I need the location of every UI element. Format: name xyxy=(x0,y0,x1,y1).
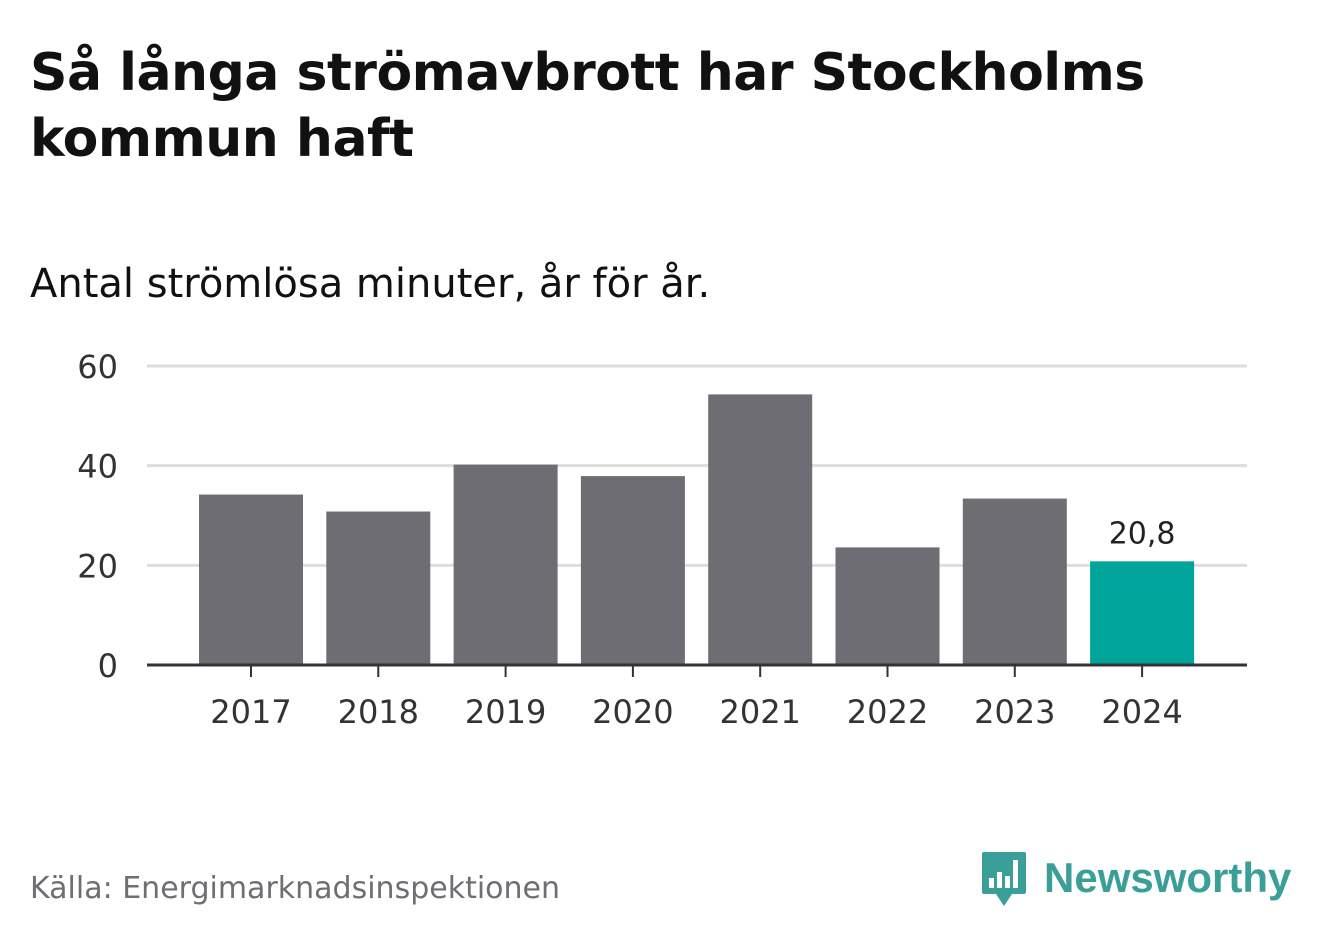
chart-subtitle: Antal strömlösa minuter, år för år. xyxy=(30,261,711,307)
x-tick-label-2022: 2022 xyxy=(847,693,928,731)
bar-2018 xyxy=(326,511,431,665)
x-tick-label-2024: 2024 xyxy=(1101,693,1182,731)
data-label-2024: 20,8 xyxy=(1109,516,1176,551)
bar-2024 xyxy=(1090,561,1195,665)
y-tick-label-60: 60 xyxy=(77,348,118,386)
y-tick-label-0: 0 xyxy=(98,647,118,685)
y-tick-label-40: 40 xyxy=(77,448,118,486)
brand-logo: Newsworthy xyxy=(980,848,1291,908)
x-tick-label-2017: 2017 xyxy=(210,693,291,731)
y-tick-label-20: 20 xyxy=(77,547,118,585)
bar-chart: 0 20 40 60 2017 2018 2019 2020 2021 2022 2023 2024 2… xyxy=(77,348,1247,731)
brand-name: Newsworthy xyxy=(1044,854,1292,901)
x-tick-label-2019: 2019 xyxy=(465,693,546,731)
x-tick-label-2023: 2023 xyxy=(974,693,1055,731)
x-tick-label-2020: 2020 xyxy=(592,693,673,731)
bar-2023 xyxy=(962,498,1067,665)
newsworthy-logo-icon xyxy=(982,852,1026,906)
bar-2017 xyxy=(199,494,303,665)
x-tick-label-2021: 2021 xyxy=(719,693,800,731)
bar-2020 xyxy=(580,476,685,665)
chart-title: Så långa strömavbrott har Stockholms kom… xyxy=(30,43,1145,169)
bar-2021 xyxy=(708,394,813,665)
bar-2019 xyxy=(453,464,558,665)
source-note: Källa: Energimarknadsinspektionen xyxy=(30,871,561,906)
bar-2022 xyxy=(835,547,940,665)
x-tick-label-2018: 2018 xyxy=(338,693,419,731)
